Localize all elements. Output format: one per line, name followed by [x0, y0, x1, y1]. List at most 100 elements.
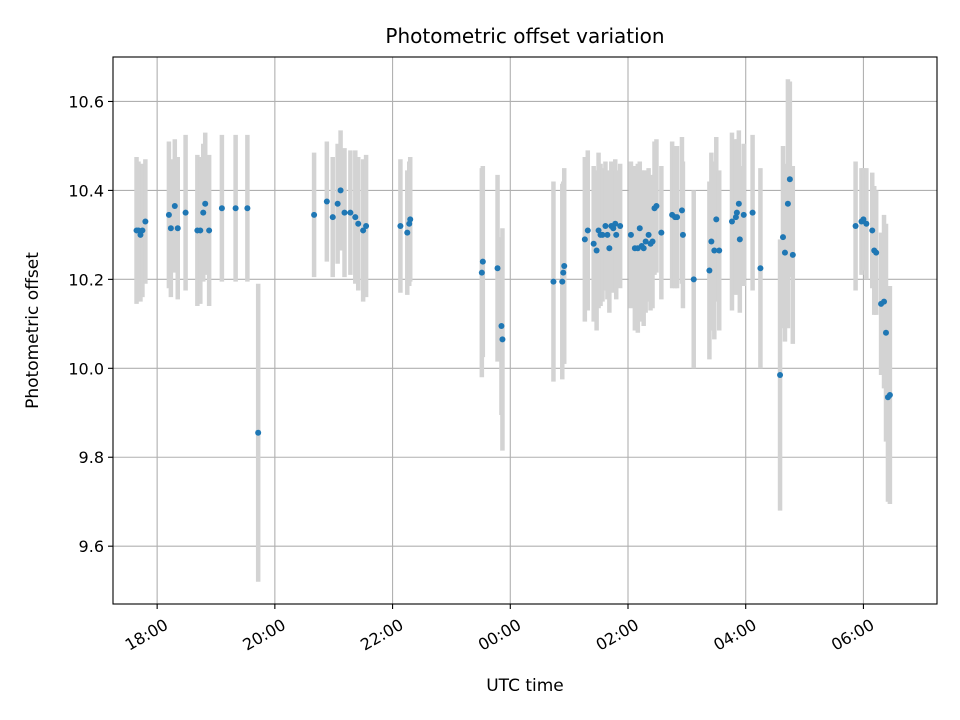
data-point [886, 391, 893, 398]
y-axis-label: Photometric offset [23, 252, 43, 409]
data-point [494, 265, 501, 272]
data-point [171, 202, 178, 209]
y-tick-label: 10.4 [68, 181, 104, 200]
data-point [678, 207, 685, 214]
y-tick-label: 9.8 [79, 448, 104, 467]
data-point [355, 220, 362, 227]
y-tick-label: 9.6 [79, 537, 104, 556]
data-point [550, 278, 557, 285]
data-point [873, 249, 880, 256]
data-point [360, 227, 367, 234]
data-point [142, 218, 149, 225]
data-point [599, 231, 606, 238]
data-point [736, 236, 743, 243]
data-point [334, 200, 341, 207]
data-point [498, 323, 505, 330]
data-point [559, 278, 566, 285]
data-point [606, 245, 613, 252]
data-point [329, 214, 336, 221]
chart-title: Photometric offset variation [385, 24, 664, 48]
data-point [728, 218, 735, 225]
data-point [852, 222, 859, 229]
data-point [779, 234, 786, 241]
data-points [133, 176, 893, 436]
data-point [561, 263, 568, 270]
data-point [863, 220, 870, 227]
data-point [404, 229, 411, 236]
data-point [200, 209, 207, 216]
data-point [716, 247, 723, 254]
data-point [244, 205, 251, 212]
data-point [590, 240, 597, 247]
data-point [882, 329, 889, 336]
data-point [627, 231, 634, 238]
data-point [713, 216, 720, 223]
data-point [674, 214, 681, 221]
data-point [636, 225, 643, 232]
data-point [784, 200, 791, 207]
data-point [165, 211, 172, 218]
data-point [789, 251, 796, 258]
data-point [560, 269, 567, 276]
data-point [649, 238, 656, 245]
data-point [653, 202, 660, 209]
data-point [711, 247, 718, 254]
data-point [757, 265, 764, 272]
data-point [397, 222, 404, 229]
x-axis-label: UTC time [486, 676, 564, 696]
data-point [735, 200, 742, 207]
data-point [786, 176, 793, 183]
data-point [479, 258, 486, 265]
data-point [352, 214, 359, 221]
data-point [255, 429, 262, 436]
data-point [337, 187, 344, 194]
data-point [604, 231, 611, 238]
data-point [777, 371, 784, 378]
data-point [593, 247, 600, 254]
y-tick-label: 10.6 [68, 92, 104, 111]
data-point [658, 229, 665, 236]
data-point [206, 227, 213, 234]
plot-area [112, 56, 938, 605]
data-point [640, 245, 647, 252]
data-point [881, 298, 888, 305]
data-point [733, 209, 740, 216]
data-point [341, 209, 348, 216]
data-point [740, 211, 747, 218]
data-point [869, 227, 876, 234]
y-axis: 9.6 9.8 10.0 10.2 10.4 10.6 [68, 92, 113, 556]
data-point [581, 236, 588, 243]
data-point [690, 276, 697, 283]
data-point [363, 222, 370, 229]
data-point [613, 231, 620, 238]
data-point [781, 249, 788, 256]
y-tick-label: 10.0 [68, 359, 104, 378]
data-point [612, 220, 619, 227]
data-point [174, 225, 181, 232]
data-point [232, 205, 239, 212]
data-point [679, 231, 686, 238]
data-point [602, 222, 609, 229]
data-point [478, 269, 485, 276]
data-point [167, 225, 174, 232]
data-point [197, 227, 204, 234]
data-point [347, 209, 354, 216]
data-point [708, 238, 715, 245]
data-point [311, 211, 318, 218]
data-point [645, 231, 652, 238]
data-point [407, 216, 414, 223]
data-point [706, 267, 713, 274]
y-tick-label: 10.2 [68, 270, 104, 289]
data-point [182, 209, 189, 216]
data-point [584, 227, 591, 234]
grid [113, 57, 937, 604]
data-point [202, 200, 209, 207]
data-point [642, 238, 649, 245]
data-point [218, 205, 225, 212]
data-point [323, 198, 330, 205]
data-point [749, 209, 756, 216]
data-point [499, 336, 506, 343]
data-point [617, 222, 624, 229]
data-point [860, 216, 867, 223]
